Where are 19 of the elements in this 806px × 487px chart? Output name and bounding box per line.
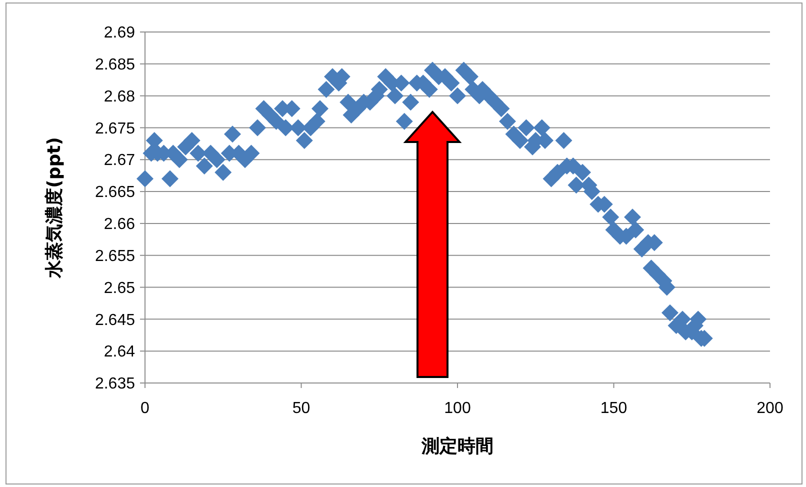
y-tick-label: 2.65	[104, 280, 136, 297]
y-tick-label: 2.64	[104, 344, 136, 361]
y-tick-label: 2.68	[104, 88, 136, 106]
x-tick-label: 50	[292, 400, 310, 417]
y-tick-label: 2.635	[94, 376, 136, 393]
y-tick-label: 2.665	[94, 184, 136, 202]
y-tick-label: 2.645	[94, 312, 136, 329]
x-tick-label: 200	[756, 400, 784, 417]
y-tick-label: 2.685	[94, 56, 136, 74]
x-tick-label: 150	[600, 400, 628, 417]
x-tick-label: 100	[444, 400, 471, 417]
y-tick-label: 2.66	[104, 216, 136, 234]
y-tick-label: 2.655	[94, 248, 136, 265]
y-axis-title: 水蒸気濃度(ppt)	[44, 137, 65, 279]
y-tick-label: 2.67	[104, 152, 136, 170]
x-tick-label: 0	[140, 400, 150, 417]
x-axis-title: 測定時間	[420, 436, 494, 457]
y-tick-label: 2.69	[104, 24, 136, 42]
y-tick-label: 2.675	[94, 120, 136, 138]
